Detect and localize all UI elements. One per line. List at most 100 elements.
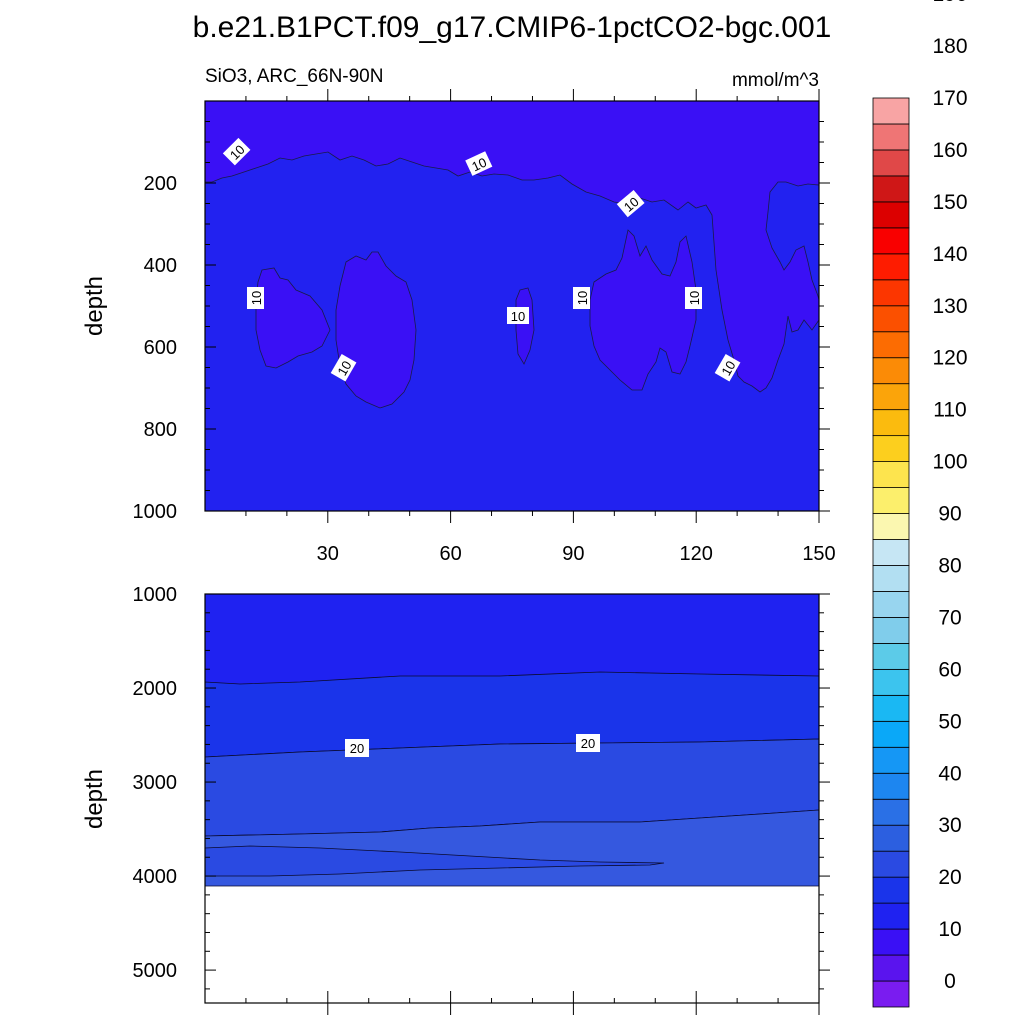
contour-label: 20 [345,739,369,757]
contour-label-box [330,353,357,382]
colorbar-swatch [872,720,910,748]
lower-y-tick-label: 3000 [133,772,178,794]
colorbar-label: 170 [932,87,967,110]
colorbar-label: 40 [938,762,961,785]
colorbar-swatch [872,97,910,125]
upper-y-tick-label: 1000 [133,501,178,523]
contour-label-box [247,287,264,309]
upper-y-tick-label: 200 [144,173,177,195]
upper-x-tick-label: 30 [317,543,339,565]
colorbar-swatch [872,824,910,852]
upper-y-axis-label: depth [81,276,108,336]
chart-subtitle-left: SiO3, ARC_66N-90N [205,66,383,87]
colorbar-swatch [872,487,910,514]
contour-label-box [507,307,529,324]
contour-label: 10 [247,287,264,309]
colorbar-swatch [872,123,910,151]
upper-surface-low-region [204,100,820,393]
contour-label-box [576,734,600,752]
upper-y-tick-label: 400 [144,255,177,277]
upper-axis-ticks: 200 400 600 800 1000 30 60 90 120 150 [133,89,836,565]
contour-label: 10 [714,353,741,382]
lower-panel [204,594,820,1003]
contour-label: 10 [222,137,251,166]
colorbar-swatch [872,694,910,722]
contour-label-box [222,137,251,166]
colorbar-label: 20 [938,866,961,889]
colorbar-swatch [872,513,910,540]
upper-contour-labels: 10 10 10 10 10 10 10 10 10 [222,137,741,382]
lower-plot-frame [204,593,820,1004]
lower-contour-labels: 20 20 [345,734,600,757]
colorbar-swatch [872,746,910,774]
colorbar-label: 90 [938,503,961,526]
colorbar-label: 180 [932,35,967,58]
contour-label: 10 [573,287,590,309]
lower-y-tick-label: 4000 [133,866,178,888]
colorbar-label: 120 [932,347,967,370]
colorbar-swatch [872,980,910,1008]
colorbar-swatch [872,876,910,904]
contour-label: 10 [330,353,357,382]
lower-deep-tongue [204,845,665,877]
colorbar-label: 100 [932,451,967,474]
upper-patch-1 [255,267,331,369]
contour-label-text: 10 [687,291,702,305]
colorbar-label: 10 [938,918,961,941]
contour-label: 10 [685,287,702,309]
colorbar-swatch [872,643,910,670]
contour-label-box [685,287,702,309]
colorbar-swatch [872,461,910,488]
contour-label-text: 10 [575,291,590,305]
colorbar: 0 10 20 30 40 50 60 70 80 90 100 110 120 130 140 150 160… [872,0,968,1008]
colorbar-swatch [872,850,910,878]
colorbar-label: 130 [932,295,967,318]
colorbar-swatch [872,279,910,307]
colorbar-swatch [872,357,910,385]
lower-layer-1 [205,594,819,684]
colorbar-label: 60 [938,658,961,681]
colorbar-swatch [872,902,910,930]
contour-label-box [465,151,493,176]
colorbar-swatch [872,253,910,281]
colorbar-swatch [872,591,910,618]
lower-y-tick-label: 2000 [133,678,178,700]
colorbar-swatch [872,331,910,359]
colorbar-swatch [872,383,910,411]
colorbar-swatch [872,149,910,177]
lower-y-tick-label: 1000 [133,584,178,606]
upper-y-tick-label: 800 [144,419,177,441]
upper-x-tick-label: 120 [680,543,713,565]
contour-label: 10 [616,190,645,218]
contour-label-text: 20 [581,736,595,751]
colorbar-swatch [872,772,910,800]
colorbar-swatch [872,227,910,255]
colorbar-label: 190 [932,0,967,6]
colorbar-label: 80 [938,554,961,577]
colorbar-label: 70 [938,606,961,629]
contour-label: 20 [576,734,600,752]
colorbar-swatch [872,668,910,696]
chart-title: b.e21.B1PCT.f09_g17.CMIP6-1pctCO2-bgc.00… [193,11,832,44]
chart-units: mmol/m^3 [732,70,819,91]
contour-label: 10 [465,151,493,176]
colorbar-swatch [872,928,910,956]
upper-x-tick-label: 90 [562,543,584,565]
colorbar-swatch [872,175,910,203]
colorbar-swatch [872,798,910,826]
contour-label-text: 10 [249,291,264,305]
upper-x-tick-label: 150 [802,543,835,565]
contour-label-text: 10 [511,309,525,324]
contour-label-box [616,190,645,218]
upper-panel [204,100,820,511]
colorbar-swatch [872,305,910,333]
colorbar-label: 140 [932,243,967,266]
colorbar-label: 0 [944,970,956,993]
upper-x-tick-label: 60 [439,543,461,565]
colorbar-label: 160 [932,139,967,162]
contour-label-text: 20 [350,741,364,756]
colorbar-swatch [872,617,910,644]
colorbar-label: 50 [938,710,961,733]
upper-patch-4 [589,229,697,391]
lower-y-tick-label: 5000 [133,960,178,982]
